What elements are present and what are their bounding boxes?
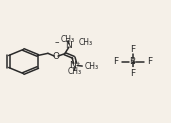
Text: CH₃: CH₃ <box>67 67 81 76</box>
Text: N: N <box>65 41 72 50</box>
Text: CH₃: CH₃ <box>79 38 93 47</box>
Text: N⁺: N⁺ <box>69 61 81 70</box>
Text: F: F <box>130 69 135 78</box>
Text: F: F <box>113 57 118 66</box>
Text: O: O <box>52 52 60 61</box>
Text: B: B <box>130 57 136 66</box>
Text: CH₃: CH₃ <box>84 62 98 71</box>
Text: CH₃: CH₃ <box>60 35 74 44</box>
Text: F: F <box>147 57 152 66</box>
Text: –: – <box>55 38 59 47</box>
Text: F: F <box>130 45 135 54</box>
